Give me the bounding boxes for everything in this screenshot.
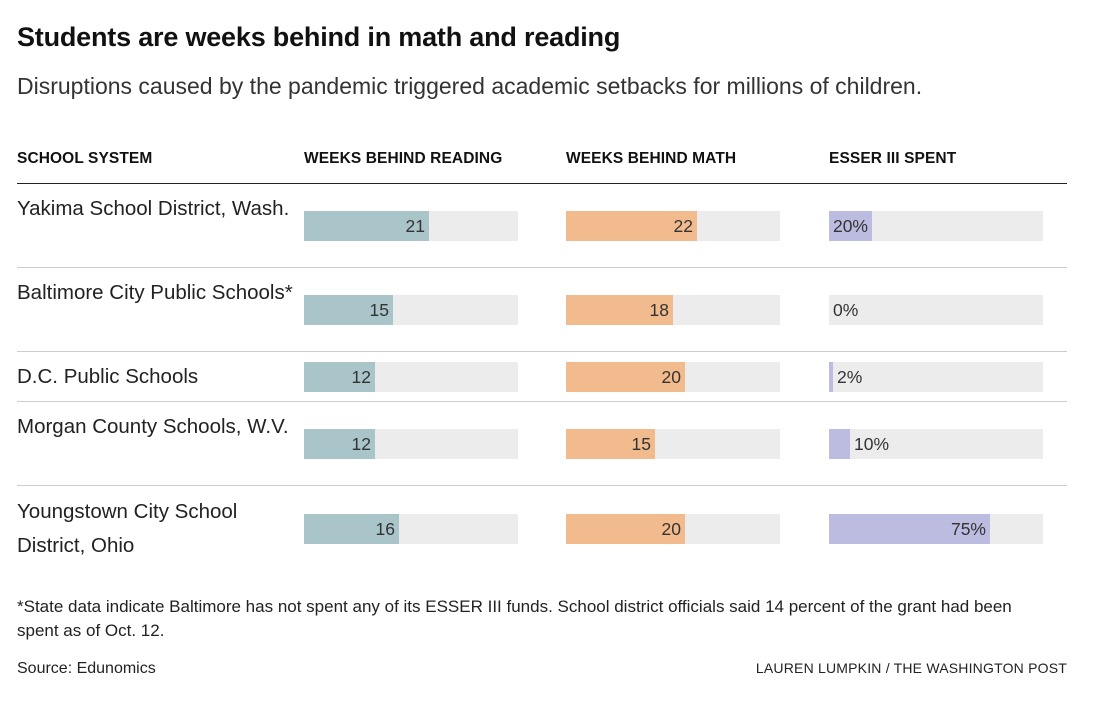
esser-bar [829,514,990,544]
header-esser-spent: ESSER III SPENT [829,150,957,167]
credit-line: LAUREN LUMPKIN / THE WASHINGTON POST [755,660,1067,676]
esser-value-label: 0% [833,300,859,320]
math-bar [566,295,673,325]
reading-bar-track: 16 [304,514,518,544]
esser-bar [829,429,850,459]
source-line: Source: Edunomics [17,660,156,677]
table-row: D.C. Public Schools 12 20 2% [17,352,1067,402]
reading-bar-track: 12 [304,362,518,392]
school-system-name: Baltimore City Public Schools* [17,281,293,304]
reading-value-label: 12 [351,434,371,454]
reading-value-label: 16 [375,519,395,539]
math-bar-track: 22 [566,211,780,241]
math-bar-track: 20 [566,514,780,544]
esser-bar-track: 2% [829,362,1043,392]
reading-value-label: 12 [351,367,371,387]
table-row: Morgan County Schools, W.V. 12 15 10% [17,402,1067,486]
chart-title: Students are weeks behind in math and re… [17,22,621,52]
math-bar-track: 18 [566,295,780,325]
esser-bar [829,362,833,392]
esser-value-label: 20% [832,216,868,236]
row-divider [17,267,1067,268]
math-bar-track: 20 [566,362,780,392]
esser-bar [829,211,872,241]
esser-bar-track: 0% [829,295,1043,325]
header-weeks-behind-reading: WEEKS BEHIND READING [304,150,503,167]
math-value-label: 15 [631,434,651,454]
esser-value-label: 2% [837,367,863,387]
math-bar [566,514,685,544]
reading-value-label: 21 [405,216,425,236]
esser-value-label: 10% [854,434,890,454]
table-row: Youngstown City School District, Ohio 16 2… [17,486,1067,572]
row-divider [17,351,1067,352]
school-system-name: D.C. Public Schools [17,365,199,388]
esser-bar-track: 10% [829,429,1043,459]
header-rule [17,183,1067,184]
math-value-label: 20 [661,519,681,539]
school-system-name: Youngstown City School District, Ohio [17,500,238,557]
reading-bar [304,514,399,544]
header-school-system: SCHOOL SYSTEM [17,150,153,167]
row-divider [17,485,1067,486]
school-system-name: Yakima School District, Wash. [17,197,290,220]
math-bar [566,211,697,241]
esser-bar-track: 20% [829,211,1043,241]
table-row: Yakima School District, Wash. 21 22 20% [17,184,1067,268]
reading-bar-track: 15 [304,295,518,325]
math-value-label: 18 [649,300,669,320]
table-row: Baltimore City Public Schools* 15 18 0% [17,268,1067,352]
reading-bar [304,429,375,459]
reading-value-label: 15 [369,300,389,320]
esser-bar-track: 75% [829,514,1043,544]
footnote: *State data indicate Baltimore has not s… [17,597,1012,640]
reading-bar [304,211,429,241]
chart-subtitle: Disruptions caused by the pandemic trigg… [17,73,923,99]
math-value-label: 20 [661,367,681,387]
header-weeks-behind-math: WEEKS BEHIND MATH [566,150,737,167]
esser-value-label: 75% [950,519,986,539]
math-bar [566,362,685,392]
row-divider [17,401,1067,402]
reading-bar [304,362,375,392]
math-bar [566,429,655,459]
math-value-label: 22 [673,216,693,236]
reading-bar-track: 12 [304,429,518,459]
reading-bar-track: 21 [304,211,518,241]
school-system-name: Morgan County Schools, W.V. [17,415,289,438]
math-bar-track: 15 [566,429,780,459]
reading-bar [304,295,393,325]
